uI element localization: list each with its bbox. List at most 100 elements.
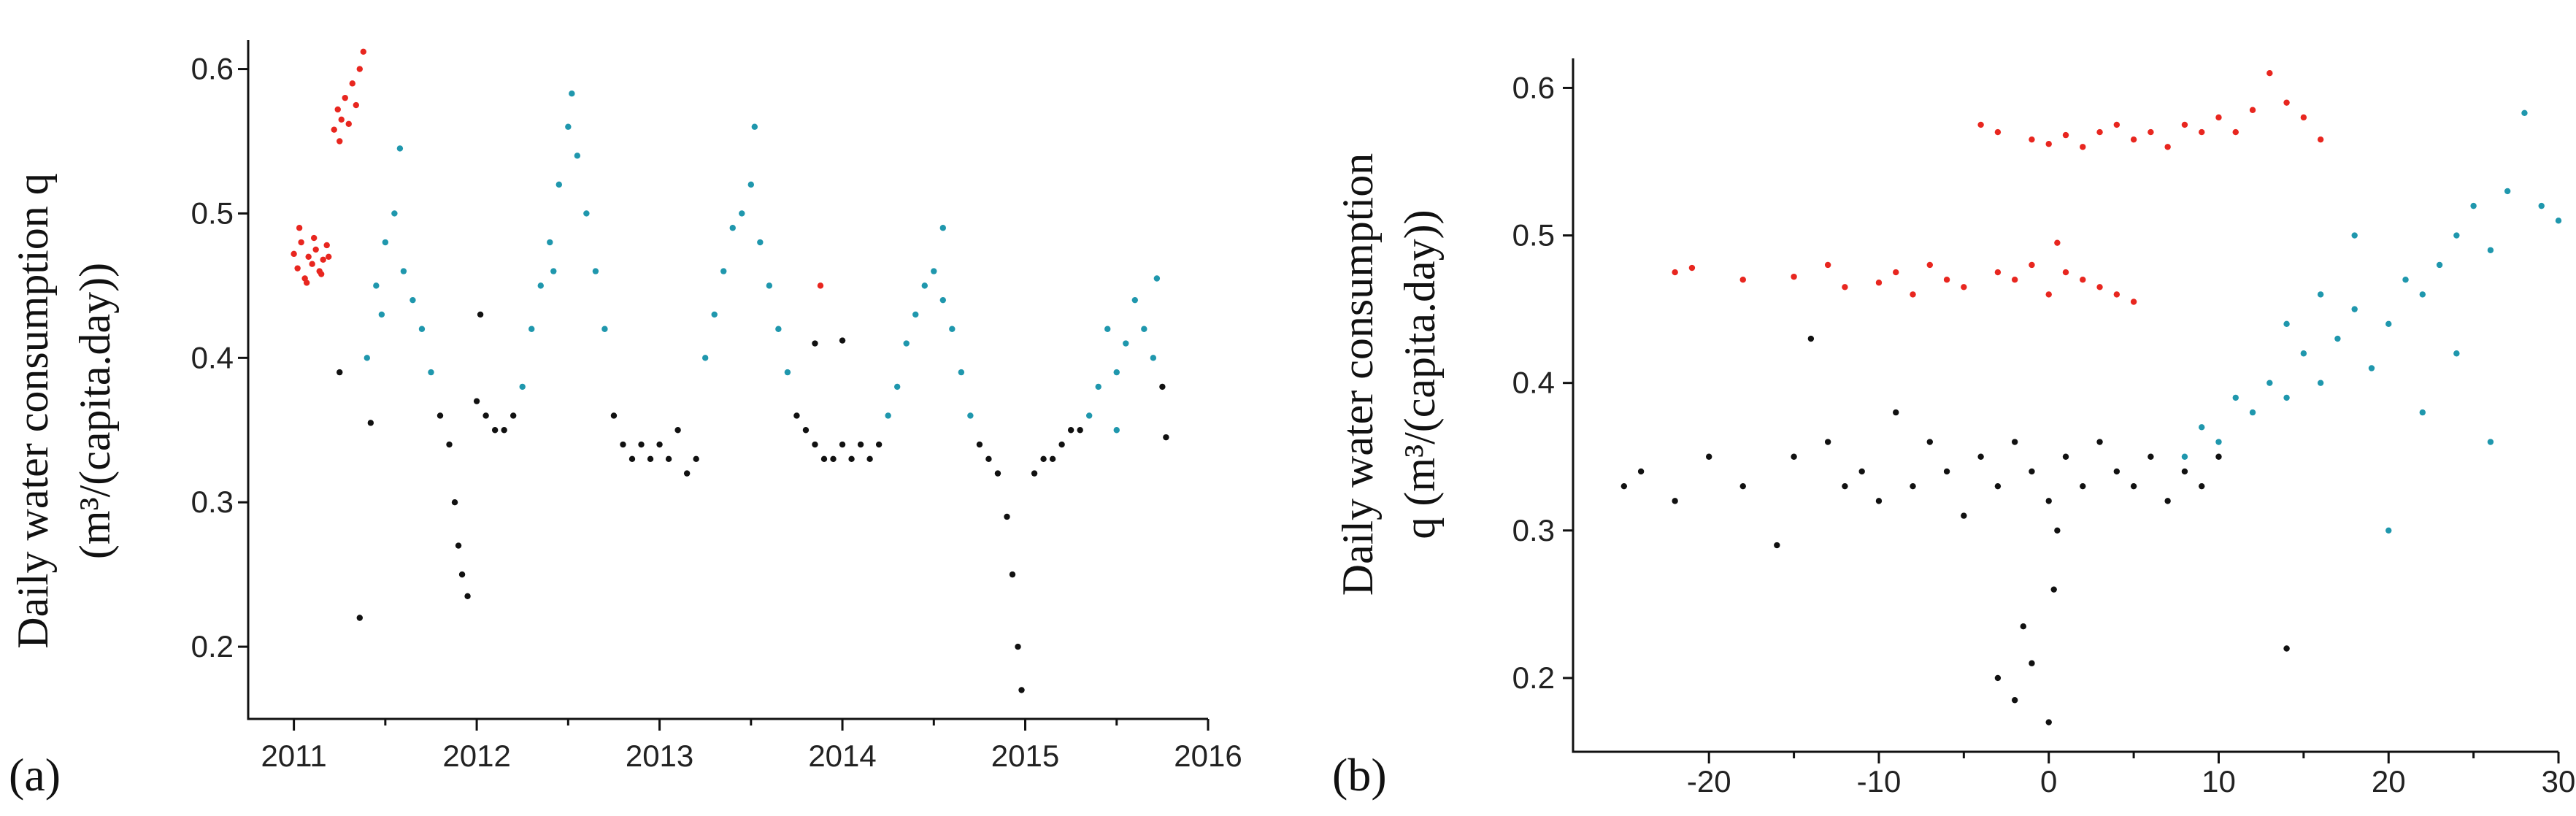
- data-point-teal: [2555, 218, 2562, 224]
- data-point-black: [1159, 383, 1166, 390]
- y-tick-label: 0.6: [1512, 70, 1555, 104]
- data-point-teal: [1141, 326, 1147, 332]
- data-point-black: [812, 340, 818, 347]
- y-tick-label: 0.5: [191, 196, 234, 230]
- data-point-teal: [2283, 320, 2290, 328]
- data-point-teal: [2453, 232, 2460, 239]
- data-point-red: [2215, 114, 2222, 121]
- data-point-red: [298, 239, 304, 246]
- data-point-black: [793, 412, 800, 419]
- data-point-red: [1994, 128, 2002, 136]
- data-point-black: [337, 369, 343, 376]
- data-point-black: [839, 337, 846, 344]
- data-point-black: [2020, 623, 2027, 630]
- data-point-red: [2164, 144, 2171, 150]
- data-point-black: [1672, 498, 1678, 504]
- data-point-red: [2113, 291, 2121, 298]
- data-point-teal: [921, 282, 928, 289]
- data-point-black: [356, 615, 363, 621]
- data-point-red: [2029, 261, 2035, 269]
- data-point-teal: [2181, 453, 2188, 460]
- data-point-black: [683, 470, 691, 477]
- panel-b-ylabel-line2: q (m³/(capita.day)): [1396, 209, 1444, 539]
- data-point-red: [1961, 284, 1967, 290]
- data-point-black: [501, 427, 507, 434]
- data-point-teal: [378, 311, 385, 318]
- data-point-teal: [2199, 424, 2205, 431]
- data-point-teal: [2351, 306, 2358, 312]
- data-point-red: [1739, 276, 1746, 283]
- data-point-black: [1620, 482, 1628, 490]
- data-point-teal: [949, 326, 956, 332]
- data-point-black: [875, 441, 883, 448]
- data-point-black: [2011, 697, 2018, 704]
- data-point-teal: [1095, 383, 1101, 390]
- data-point-red: [345, 120, 352, 127]
- data-point-red: [1977, 121, 1984, 128]
- x-tick-label: 30: [2542, 764, 2576, 798]
- y-tick-label: 0.4: [191, 340, 234, 374]
- data-point-teal: [751, 123, 758, 130]
- chart-panel-a: Daily water consumption q (m³/(capita.da…: [9, 40, 1242, 801]
- data-point-red: [2045, 141, 2052, 147]
- panel-a-ylabel-line1: Daily water consumption q: [9, 173, 57, 649]
- data-point-black: [451, 499, 458, 506]
- data-point-teal: [519, 383, 526, 390]
- data-point-teal: [893, 383, 901, 390]
- data-point-red: [305, 253, 312, 261]
- x-tick-label: 2012: [442, 739, 510, 773]
- data-point-black: [830, 455, 837, 463]
- x-tick-label: 0: [2040, 764, 2057, 798]
- data-point-red: [2130, 136, 2137, 143]
- chart-panel-b: Daily water consumption q (m³/(capita.da…: [1332, 58, 2575, 801]
- data-point-red: [1943, 276, 1950, 283]
- data-point-teal: [1104, 326, 1111, 332]
- data-point-teal: [939, 296, 947, 304]
- data-point-red: [309, 261, 315, 267]
- data-point-red: [342, 94, 348, 101]
- data-point-teal: [2283, 394, 2290, 401]
- data-point-red: [1910, 291, 1916, 298]
- data-point-black: [446, 441, 453, 448]
- data-point-teal: [775, 326, 782, 332]
- data-point-black: [367, 420, 374, 426]
- data-point-red: [2011, 276, 2018, 283]
- data-point-black: [1926, 439, 1933, 445]
- data-point-black: [1977, 453, 1984, 460]
- data-point-black: [2050, 586, 2057, 593]
- data-point-black: [2148, 453, 2154, 460]
- data-point-black: [2062, 453, 2069, 460]
- data-point-red: [320, 256, 326, 263]
- x-tick-label: -10: [1857, 764, 1902, 798]
- data-point-teal: [912, 311, 919, 318]
- data-point-teal: [2538, 202, 2545, 209]
- data-point-red: [2080, 276, 2086, 283]
- data-point-black: [839, 441, 846, 448]
- panel-a-label: (a): [9, 749, 61, 801]
- data-point-red: [1672, 269, 1678, 276]
- y-tick-label: 0.5: [1512, 218, 1555, 253]
- data-point-red: [2148, 128, 2154, 136]
- data-point-teal: [1153, 275, 1161, 282]
- data-point-teal: [2368, 365, 2375, 372]
- x-tick-label: 2013: [626, 739, 693, 773]
- x-tick-label: 2014: [808, 739, 876, 773]
- data-point-red: [294, 265, 301, 272]
- data-point-teal: [1131, 296, 1139, 304]
- data-point-teal: [2487, 439, 2494, 445]
- data-point-red: [303, 280, 310, 286]
- panel-b-x-ticks: -20 -10 0 10 20 30: [1687, 752, 2576, 798]
- data-point-black: [857, 441, 864, 448]
- data-point-red: [1926, 261, 1933, 269]
- data-point-black: [1637, 468, 1645, 475]
- data-point-teal: [939, 225, 947, 231]
- data-point-teal: [396, 145, 404, 152]
- data-point-red: [2199, 128, 2205, 136]
- data-point-teal: [2504, 188, 2511, 195]
- data-point-teal: [1150, 355, 1157, 361]
- data-point-black: [802, 427, 810, 434]
- data-point-black: [2164, 498, 2171, 504]
- data-point-black: [1018, 687, 1025, 693]
- data-point-teal: [537, 282, 544, 289]
- y-tick-label: 0.4: [1512, 366, 1555, 400]
